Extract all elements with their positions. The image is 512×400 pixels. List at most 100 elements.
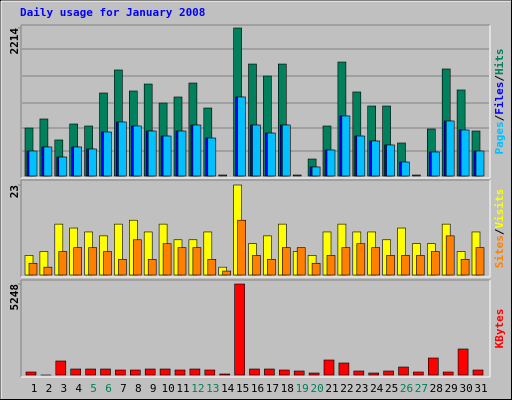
y-tick-label: 2214	[8, 28, 21, 55]
bar	[58, 156, 68, 177]
legend-separator: /	[493, 75, 506, 82]
bar	[371, 140, 381, 177]
bar	[293, 370, 305, 376]
x-tick-label: 4	[75, 382, 82, 395]
x-tick-label: 9	[150, 382, 157, 395]
bar	[442, 371, 454, 376]
bar	[88, 247, 97, 276]
legend-entry: Files	[493, 82, 506, 115]
bar	[133, 239, 142, 276]
bar	[445, 235, 455, 276]
bar	[55, 360, 67, 376]
x-tick-label: 6	[105, 382, 112, 395]
bar	[281, 247, 291, 276]
bar	[338, 362, 350, 376]
bar	[341, 115, 351, 177]
bar	[323, 359, 335, 376]
bar	[144, 368, 156, 376]
x-tick-label: 18	[281, 382, 294, 395]
bar	[427, 357, 439, 376]
bar	[445, 120, 455, 177]
bar	[133, 125, 142, 177]
x-tick-label: 20	[310, 382, 323, 395]
bar	[118, 121, 127, 177]
bar	[28, 262, 38, 276]
x-tick-label: 16	[251, 382, 264, 395]
bar	[264, 368, 275, 376]
bar	[85, 368, 96, 376]
bar	[475, 247, 485, 276]
bar	[252, 255, 261, 276]
x-tick-label: 7	[120, 382, 127, 395]
x-tick-label: 23	[355, 382, 368, 395]
bar	[460, 129, 470, 177]
x-tick-label: 27	[415, 382, 428, 395]
bar	[159, 368, 171, 376]
legend-entry: Sites	[493, 235, 506, 268]
x-tick-label: 3	[60, 382, 67, 395]
bar	[189, 368, 201, 376]
x-tick-label: 29	[445, 382, 458, 395]
bar	[386, 144, 395, 177]
bar	[43, 266, 53, 276]
bar	[222, 270, 231, 276]
legend-entry: Hits	[493, 49, 506, 76]
bar	[308, 372, 320, 376]
bar	[207, 259, 217, 276]
bar	[401, 255, 410, 276]
x-tick-label: 12	[191, 382, 204, 395]
bar	[73, 247, 82, 276]
panel	[21, 280, 490, 377]
bar	[130, 369, 141, 376]
bar	[460, 259, 470, 276]
x-tick-label: 5	[90, 382, 97, 395]
bar	[192, 124, 202, 177]
bar	[115, 369, 126, 376]
legend-entry: Visits	[493, 189, 506, 229]
bar	[218, 174, 227, 177]
bar	[234, 283, 245, 376]
x-tick-label: 1	[31, 382, 38, 395]
bar	[430, 251, 440, 276]
bar	[100, 368, 111, 376]
x-tick-label: 22	[340, 382, 353, 395]
bar	[311, 262, 321, 276]
bar	[341, 247, 351, 276]
bar	[25, 371, 37, 376]
legend: Pages/Files/Hits	[493, 49, 506, 155]
y-tick-label: 23	[8, 185, 21, 198]
x-tick-label: 26	[400, 382, 413, 395]
bar	[252, 124, 261, 177]
bar	[386, 255, 395, 276]
bar	[401, 161, 410, 177]
legend-separator: /	[493, 228, 506, 235]
x-tick-label: 10	[161, 382, 174, 395]
bar	[430, 151, 440, 177]
x-tick-label: 21	[325, 382, 338, 395]
bar	[147, 259, 157, 276]
bar	[70, 368, 81, 376]
bar	[472, 369, 484, 376]
bar	[412, 174, 421, 177]
bar	[177, 130, 187, 177]
bar	[356, 135, 366, 177]
bar	[416, 255, 425, 276]
x-tick-label: 30	[459, 382, 472, 395]
bar	[326, 255, 336, 276]
legend: KBytes	[493, 309, 506, 349]
bar	[103, 251, 112, 276]
y-tick-label: 5248	[8, 284, 21, 311]
bar	[43, 146, 53, 177]
legend-entry: KBytes	[493, 309, 506, 349]
x-tick-label: 14	[221, 382, 235, 395]
bar	[103, 131, 112, 177]
x-tick-label: 17	[266, 382, 279, 395]
bar	[174, 369, 186, 376]
bar	[162, 135, 172, 177]
bar	[237, 219, 246, 276]
bar	[311, 166, 321, 177]
bar	[28, 150, 38, 177]
bar	[356, 243, 366, 276]
bar	[296, 247, 306, 276]
